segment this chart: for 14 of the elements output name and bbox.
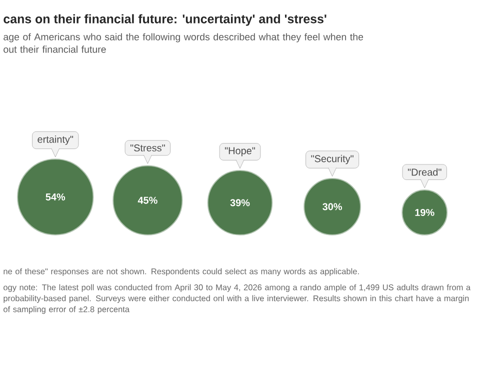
text: cans on their financial future: 'uncertainty' and 'stress' (4, 14, 326, 26)
data-label: 30% (322, 203, 342, 210)
data-label: 19% (415, 208, 434, 216)
data-label: 54% (46, 193, 66, 201)
text: ne of these" responses are not shown. Respondents could select as many words as applicable. (4, 268, 359, 276)
text: age of Americans who said the following words described what they feel when the out their financial future (4, 33, 364, 53)
category-label: "Dread" (408, 168, 442, 176)
category-label: "Stress" (130, 144, 165, 152)
text: ogy note: The latest poll was conducted from April 30 to May 4, 2026 among a rando ample of 1,499 US adults drawn from a probability-based panel. Surveys were either conducted onl with a live interviewer. Results shown in this chart have a margin of sampling error of ±2.8 percenta (4, 284, 471, 314)
data-label: 45% (138, 196, 158, 204)
category-label: ertainty" (38, 136, 74, 145)
data-label: 39% (230, 199, 250, 206)
category-label: "Hope" (224, 147, 256, 156)
category-label: "Security" (311, 154, 354, 164)
